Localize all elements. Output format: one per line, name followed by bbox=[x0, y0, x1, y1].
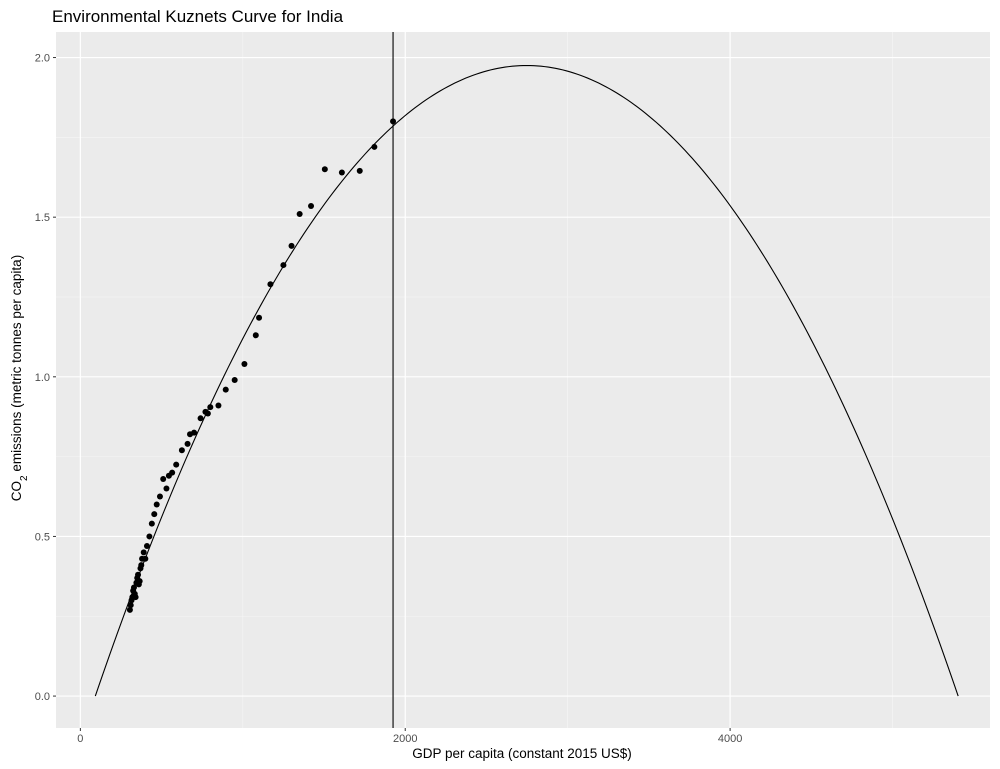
data-point bbox=[153, 501, 160, 508]
x-tick-label: 4000 bbox=[718, 733, 742, 745]
data-point bbox=[390, 118, 397, 125]
y-axis-ticks: 0.0 0.5 1.0 1.5 2.0 bbox=[35, 53, 56, 703]
data-point bbox=[138, 562, 145, 569]
data-point bbox=[151, 511, 158, 518]
data-point bbox=[143, 543, 150, 550]
y-tick-label: 1.0 bbox=[35, 372, 50, 384]
chart-title: Environmental Kuznets Curve for India bbox=[52, 7, 344, 26]
x-tick-label: 0 bbox=[77, 733, 83, 745]
data-point bbox=[215, 402, 222, 409]
data-point bbox=[148, 520, 155, 527]
data-point bbox=[142, 555, 149, 562]
data-point bbox=[156, 493, 163, 500]
x-tick-label: 2000 bbox=[393, 733, 417, 745]
data-point bbox=[288, 242, 295, 249]
data-point bbox=[280, 262, 287, 269]
data-point bbox=[222, 386, 229, 393]
data-point bbox=[308, 203, 315, 209]
data-point bbox=[296, 210, 303, 217]
data-points bbox=[126, 118, 397, 613]
data-point bbox=[371, 143, 378, 150]
y-axis-label: CO2 emissions (metric tonnes per capita) bbox=[9, 255, 30, 501]
y-axis-label-prefix: CO bbox=[9, 481, 24, 501]
data-point bbox=[207, 404, 214, 411]
y-tick-label: 0.0 bbox=[35, 691, 50, 703]
data-point bbox=[204, 410, 211, 417]
data-point bbox=[178, 447, 185, 454]
data-point bbox=[126, 606, 133, 613]
data-point bbox=[338, 169, 345, 176]
data-point bbox=[140, 549, 147, 556]
data-point bbox=[163, 485, 170, 492]
data-point bbox=[136, 578, 143, 585]
grid-major bbox=[56, 32, 990, 728]
data-point bbox=[231, 377, 238, 383]
y-tick-label: 1.5 bbox=[35, 212, 50, 224]
y-axis-label-suffix: emissions (metric tonnes per capita) bbox=[9, 255, 24, 476]
fitted-curve bbox=[94, 64, 959, 697]
data-point bbox=[132, 594, 139, 601]
data-point bbox=[321, 166, 328, 173]
data-point bbox=[169, 469, 176, 476]
data-point bbox=[191, 429, 198, 436]
data-point bbox=[252, 332, 259, 339]
data-point bbox=[146, 533, 153, 540]
data-point bbox=[267, 281, 274, 288]
data-point bbox=[135, 571, 142, 578]
data-point bbox=[160, 475, 167, 482]
y-tick-label: 0.5 bbox=[35, 531, 50, 543]
data-point bbox=[184, 440, 191, 447]
y-tick-label: 2.0 bbox=[35, 53, 50, 65]
x-axis-label: GDP per capita (constant 2015 US$) bbox=[412, 746, 632, 761]
data-point bbox=[256, 314, 263, 321]
grid-minor bbox=[56, 32, 990, 728]
data-point bbox=[197, 415, 204, 422]
data-point bbox=[173, 461, 180, 468]
data-point bbox=[241, 361, 248, 368]
data-point bbox=[127, 602, 134, 609]
y-axis-label-subscript: 2 bbox=[19, 475, 30, 481]
data-point bbox=[356, 167, 363, 174]
x-axis-ticks: 0 2000 4000 bbox=[77, 728, 742, 745]
data-point bbox=[130, 584, 137, 591]
plot-panel bbox=[56, 32, 990, 728]
